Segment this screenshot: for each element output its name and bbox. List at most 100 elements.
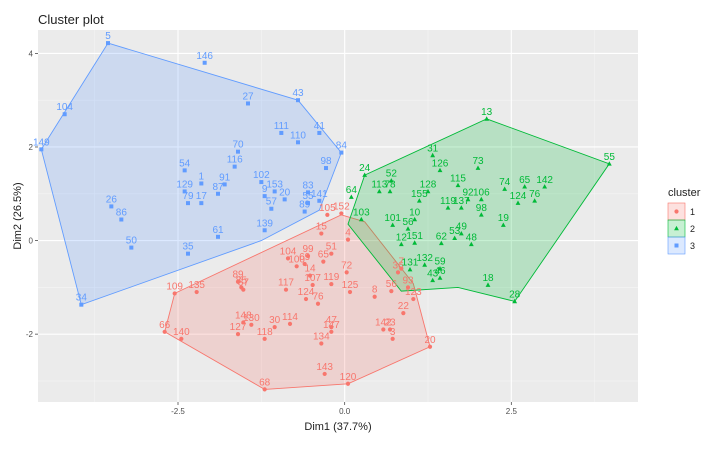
cluster-1-point [283, 287, 289, 292]
cluster-2-point [515, 200, 521, 205]
point-label: 153 [266, 179, 283, 190]
point-label: 129 [176, 179, 193, 190]
cluster-2-point [437, 167, 443, 173]
cluster-2-point [475, 165, 481, 170]
point-label: 46 [434, 266, 446, 277]
point-label: 20 [424, 335, 436, 346]
point-label: 48 [466, 232, 478, 243]
cluster-1-point [387, 327, 393, 332]
cluster-1-point [310, 282, 315, 288]
point-label: 51 [326, 242, 338, 253]
point-label: 113 [371, 179, 387, 190]
cluster-1-point [405, 285, 411, 290]
point-label: 125 [342, 280, 359, 291]
point-label: 22 [398, 301, 410, 312]
point-label: 69 [299, 252, 311, 263]
cluster-3-point [182, 168, 187, 173]
cluster-3-point [279, 130, 284, 135]
cluster-3-point [119, 217, 124, 222]
cluster-1-point [329, 251, 334, 256]
point-label: 149 [33, 137, 50, 148]
y-tick-label: 2 [29, 143, 34, 152]
cluster-1-point [329, 329, 334, 334]
cluster-1-point [390, 336, 395, 341]
cluster-2-point [478, 212, 484, 217]
cluster-3-point [262, 228, 267, 233]
cluster-2-point [425, 188, 431, 194]
cluster-3-point [296, 98, 300, 103]
cluster-3-point [296, 140, 300, 145]
cluster-2-point [416, 198, 422, 203]
point-label: 35 [182, 242, 194, 253]
point-label: 52 [386, 169, 398, 180]
cluster-1-point [262, 387, 267, 392]
point-label: 109 [166, 281, 183, 292]
cluster-3-point [216, 234, 220, 239]
point-label: 140 [173, 327, 190, 338]
cluster-3-point [39, 147, 44, 152]
point-label: 135 [188, 280, 205, 291]
cluster-1-point [411, 296, 416, 302]
point-label: 87 [212, 182, 224, 193]
cluster-2-point [390, 222, 396, 227]
point-label: 130 [243, 313, 260, 324]
point-label: 14 [304, 264, 316, 275]
point-label: 61 [212, 225, 224, 236]
grid-lines [38, 30, 638, 402]
point-label: 114 [282, 312, 298, 323]
cluster-1-point [305, 253, 311, 259]
cluster-3-point [317, 130, 322, 135]
cluster-1-point [235, 279, 241, 284]
cluster-3-point [182, 189, 187, 194]
cluster-2-point [502, 186, 508, 191]
point-label: 36 [392, 260, 404, 271]
point-label: 26 [106, 194, 118, 205]
point-label: 93 [402, 275, 414, 286]
point-label: 120 [340, 372, 357, 383]
y-tick-label: -2 [26, 330, 34, 339]
point-label: 87 [238, 278, 250, 289]
cluster-1-point [401, 310, 406, 316]
cluster-3-point [109, 204, 114, 209]
point-label: 76 [312, 292, 324, 303]
cluster-3-hull [40, 42, 342, 306]
cluster-2-point [468, 241, 474, 247]
point-label: 116 [227, 155, 243, 166]
point-label: 23 [384, 317, 396, 328]
point-label: 72 [341, 260, 353, 271]
cluster-1-point [427, 344, 433, 349]
cluster-1-point [319, 341, 324, 346]
cluster-3-point [236, 149, 240, 154]
cluster-1-point [235, 332, 241, 337]
cluster-3-point [306, 201, 310, 206]
cluster-3-point [306, 190, 310, 195]
point-label: 19 [498, 213, 510, 224]
cluster-2-point [430, 152, 436, 158]
cluster-3-point [129, 245, 134, 250]
cluster-1-point [399, 266, 404, 271]
cluster-1-point [287, 321, 293, 326]
cluster-1-point [249, 322, 254, 327]
point-label: 117 [278, 278, 294, 289]
point-label: 70 [232, 140, 244, 151]
cluster-2-point [422, 262, 428, 267]
point-label: 64 [346, 185, 358, 196]
legend-symbol-3 [674, 243, 679, 248]
cluster-2-point [398, 241, 404, 247]
point-label: 76 [529, 189, 541, 200]
point-label: 17 [196, 191, 208, 202]
point-label: 98 [320, 156, 332, 167]
point-label: 53 [449, 226, 461, 237]
legend-title: cluster [668, 187, 701, 199]
cluster-1-point [239, 285, 244, 290]
point-label: 141 [311, 189, 328, 200]
cluster-1-point [294, 264, 299, 269]
cluster-2-point [452, 235, 458, 241]
point-label: 123 [405, 287, 422, 298]
point-label: 152 [333, 201, 350, 212]
point-label: 49 [456, 222, 468, 233]
cluster-3-point [199, 201, 204, 206]
point-label: 47 [326, 315, 338, 326]
cluster-2-point [532, 198, 538, 203]
cluster-2-point [437, 275, 443, 280]
